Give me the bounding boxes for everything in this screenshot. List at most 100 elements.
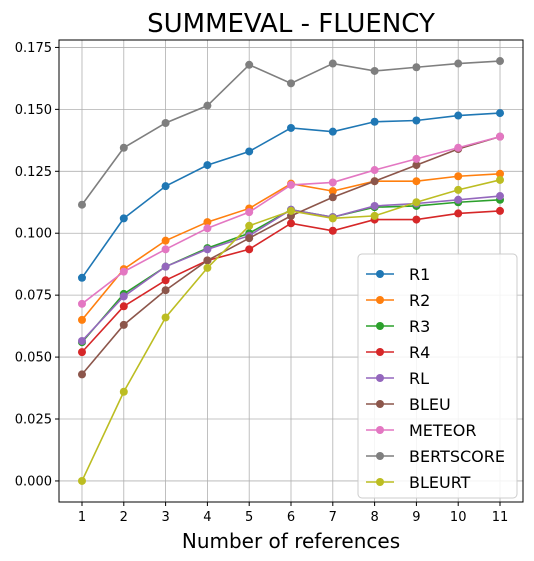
legend-swatch-marker [376,322,384,330]
data-point-r4 [328,226,337,235]
x-tick-label: 2 [120,510,128,525]
data-point-bleurt [412,198,421,207]
data-point-bleu [161,286,170,295]
x-tick-label: 4 [203,510,211,525]
data-point-rl [496,192,505,201]
data-point-r2 [412,177,421,186]
data-point-bleu [119,320,128,329]
legend-swatch-marker [376,426,384,434]
data-point-meteor [119,267,128,276]
legend: R1 R2 R3 R4 RL BLEU METEOR BERTSCORE BLEURT [357,253,518,499]
data-point-bleurt [77,476,86,485]
data-point-bleurt [328,214,337,223]
data-point-r2 [77,315,86,324]
data-point-bleu [77,370,86,379]
series-lines [77,57,505,485]
data-point-r1 [328,127,337,136]
data-point-meteor [370,166,379,175]
data-point-meteor [203,224,212,233]
data-point-meteor [496,132,505,141]
data-point-r4 [496,206,505,215]
data-point-bleu [412,161,421,170]
legend-label: R3 [409,317,430,336]
x-axis-label: Number of references [182,529,400,553]
data-point-bertscore [370,66,379,75]
legend-label: R1 [409,265,430,284]
x-tick-label: 11 [492,510,509,525]
data-point-r1 [245,147,254,156]
data-point-rl [370,201,379,210]
y-tick-label: 0.050 [15,351,52,366]
data-point-bleu [245,234,254,243]
data-point-bertscore [454,59,463,68]
data-point-meteor [77,299,86,308]
data-point-bleurt [119,387,128,396]
data-point-rl [454,195,463,204]
data-point-r1 [161,182,170,191]
legend-item-bleu: BLEU [366,395,451,414]
data-point-r1 [412,116,421,125]
data-point-meteor [161,245,170,254]
y-tick-label: 0.000 [15,474,52,489]
x-tick-label: 1 [78,510,86,525]
legend-label: METEOR [409,421,477,440]
series-r1 [77,109,505,282]
data-point-bertscore [328,59,337,68]
data-point-bertscore [412,63,421,72]
data-point-meteor [412,154,421,163]
data-point-bertscore [287,79,295,88]
data-point-r2 [496,169,505,178]
data-point-bleu [370,177,379,186]
data-point-r4 [119,302,128,311]
legend-label: BERTSCORE [409,447,505,466]
y-tick-label: 0.150 [15,103,52,118]
data-point-bleurt [496,175,505,184]
data-point-r1 [119,214,128,223]
legend-item-r3: R3 [366,317,430,336]
data-point-rl [77,336,86,345]
x-tick-label: 9 [412,510,420,525]
legend-label: R2 [409,291,430,310]
data-point-r4 [161,276,170,285]
series-bleurt [77,175,505,485]
y-axis-ticks: 0.000 0.025 0.050 0.075 0.100 0.125 0.150 0.175 [15,41,59,489]
data-point-bertscore [203,101,212,110]
x-tick-label: 6 [287,510,295,525]
y-tick-label: 0.175 [15,41,52,56]
y-tick-label: 0.100 [15,227,52,242]
legend-item-meteor: METEOR [366,421,477,440]
legend-swatch-marker [376,452,384,460]
x-tick-label: 3 [161,510,169,525]
series-meteor [77,132,505,308]
data-point-rl [119,292,128,301]
y-tick-label: 0.125 [15,165,52,180]
legend-box [357,253,518,499]
data-point-meteor [245,208,254,217]
data-point-bleu [328,193,337,202]
legend-label: RL [409,369,429,388]
data-point-r4 [454,209,463,218]
legend-swatch-marker [376,400,384,408]
x-tick-label: 5 [245,510,253,525]
legend-label: R4 [409,343,430,362]
x-tick-label: 7 [329,510,337,525]
legend-label: BLEURT [409,473,471,492]
data-point-r4 [287,219,295,228]
data-point-bertscore [161,118,170,127]
data-point-r1 [454,111,463,120]
data-point-r2 [454,172,463,181]
legend-item-bleurt: BLEURT [366,473,471,492]
data-point-r4 [245,245,254,254]
data-point-bleurt [370,211,379,220]
data-point-bleurt [287,206,295,215]
x-axis-ticks: 1 2 3 4 5 6 7 8 9 10 11 [78,502,508,525]
data-point-bertscore [77,200,86,209]
data-point-r4 [77,348,86,357]
data-point-bertscore [496,57,505,66]
data-point-meteor [454,143,463,152]
x-tick-label: 8 [370,510,378,525]
data-point-r2 [328,187,337,196]
legend-item-rl: RL [366,369,429,388]
data-point-r1 [77,273,86,282]
